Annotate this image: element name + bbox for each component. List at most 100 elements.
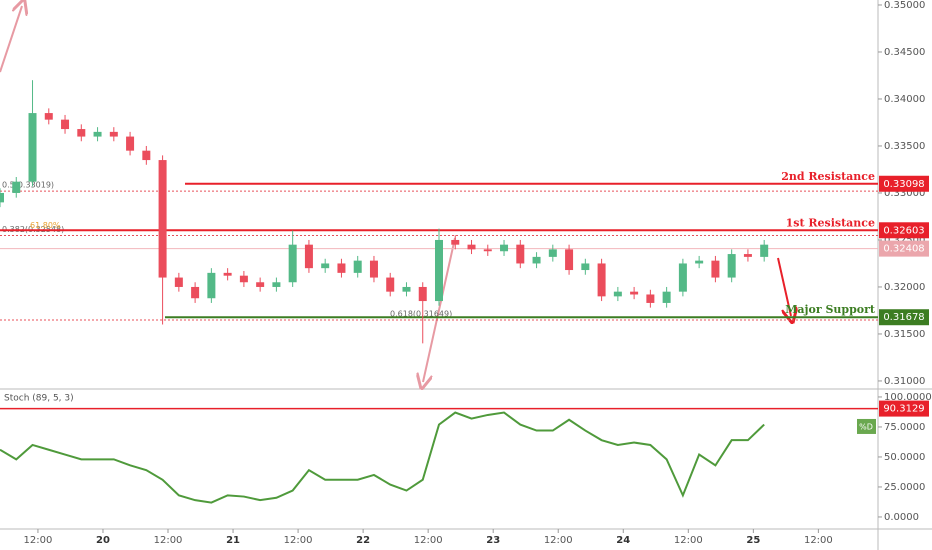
candle-body — [695, 260, 704, 264]
price-tag — [879, 240, 929, 257]
candle-body — [402, 286, 411, 292]
y-tick-label: 0.33500 — [884, 141, 925, 152]
fib-note: 61.80% — [30, 221, 61, 230]
x-tick-label: 20 — [96, 535, 110, 546]
fib-label: 0.618(0.31649) — [390, 309, 452, 318]
level-label: Major Support — [785, 303, 876, 316]
x-tick-label: 12:00 — [544, 535, 573, 546]
candle-body — [44, 113, 53, 120]
legend-label: %D — [859, 422, 873, 431]
candle-body — [630, 291, 639, 295]
price-tag-label: 90.3129 — [883, 404, 924, 415]
candle-body — [109, 131, 118, 137]
candle-body — [28, 113, 37, 182]
candle-body — [369, 260, 378, 278]
x-tick-label: 12:00 — [154, 535, 183, 546]
y-tick-label: 0.31500 — [884, 329, 925, 340]
candle-body — [662, 291, 671, 303]
candle-body — [207, 272, 216, 299]
candle-body — [727, 254, 736, 278]
candle-body — [272, 282, 281, 287]
x-tick-label: 22 — [356, 535, 370, 546]
candle-body — [532, 256, 541, 264]
candle-body — [646, 294, 655, 303]
candle-body — [386, 277, 395, 292]
x-tick-label: 21 — [226, 535, 240, 546]
candle-body — [435, 239, 443, 302]
price-tag — [879, 309, 929, 326]
price-tag-label: 0.32603 — [883, 225, 924, 236]
candle-body — [223, 272, 232, 276]
candle-body — [321, 263, 330, 269]
candle-body — [93, 131, 102, 137]
x-tick-label: 12:00 — [804, 535, 833, 546]
arrow — [0, 6, 22, 73]
candle-body — [418, 286, 427, 302]
x-tick-label: 12:00 — [414, 535, 443, 546]
price-tag-label: 0.32408 — [883, 244, 924, 255]
x-tick-label: 12:00 — [284, 535, 313, 546]
candle-body — [61, 119, 70, 130]
y-tick-label: 75.0000 — [884, 422, 925, 433]
y-tick-label: 100.0000 — [884, 392, 932, 403]
y-tick-label: 0.32000 — [884, 282, 925, 293]
y-tick-label: 25.0000 — [884, 482, 925, 493]
price-tag — [879, 222, 929, 239]
candle-body — [711, 260, 720, 278]
x-tick-label: 12:00 — [674, 535, 703, 546]
candle-body — [256, 282, 265, 287]
level-label: 2nd Resistance — [781, 170, 875, 183]
candle-body — [191, 286, 200, 299]
y-tick-label: 50.0000 — [884, 452, 925, 463]
y-tick-label: 0.32500 — [884, 235, 925, 246]
candle-body — [451, 239, 460, 245]
x-tick-label: 25 — [746, 535, 760, 546]
candle-body — [174, 277, 183, 287]
candle-body — [0, 192, 4, 203]
y-tick-label: 0.31000 — [884, 376, 925, 387]
candle-body — [12, 181, 21, 193]
candle-body — [548, 249, 557, 257]
y-tick-label: 0.0000 — [884, 512, 919, 523]
y-tick-label: 0.34000 — [884, 94, 925, 105]
candle-body — [743, 254, 752, 257]
candle-body — [565, 249, 574, 271]
candle-body — [158, 160, 167, 278]
price-tag — [879, 400, 929, 417]
arrow — [777, 257, 791, 316]
candle-body — [126, 136, 135, 151]
x-tick-label: 12:00 — [24, 535, 53, 546]
candle-body — [142, 150, 151, 161]
price-tag — [879, 175, 929, 192]
candle-body — [467, 244, 476, 250]
arrow — [423, 237, 456, 382]
candle-body — [77, 129, 86, 137]
candle-body — [483, 249, 492, 252]
candle-body — [760, 244, 769, 257]
x-tick-label: 24 — [616, 535, 630, 546]
candle-body — [500, 244, 509, 252]
candle-body — [353, 260, 362, 273]
candle-body — [581, 263, 590, 271]
series-line — [0, 411, 765, 504]
legend-tag — [857, 418, 876, 434]
candle-body — [304, 244, 313, 269]
y-tick-label: 0.34500 — [884, 47, 925, 58]
price-tag-label: 0.33098 — [883, 179, 924, 190]
y-tick-label: 0.33000 — [884, 188, 925, 199]
level-label: 1st Resistance — [786, 216, 875, 229]
x-tick-label: 23 — [486, 535, 500, 546]
candle-body — [337, 263, 346, 273]
price-tag-label: 0.31678 — [883, 312, 924, 323]
candle-body — [597, 263, 606, 297]
candle-body — [516, 244, 525, 264]
y-tick-label: 0.35000 — [884, 0, 925, 11]
candle-body — [678, 263, 687, 292]
fib-label: 0.5(0.33019) — [2, 181, 54, 190]
candle-body — [613, 291, 622, 297]
candle-body — [288, 244, 297, 283]
indicator-title: Stoch (89, 5, 3) — [4, 394, 74, 404]
